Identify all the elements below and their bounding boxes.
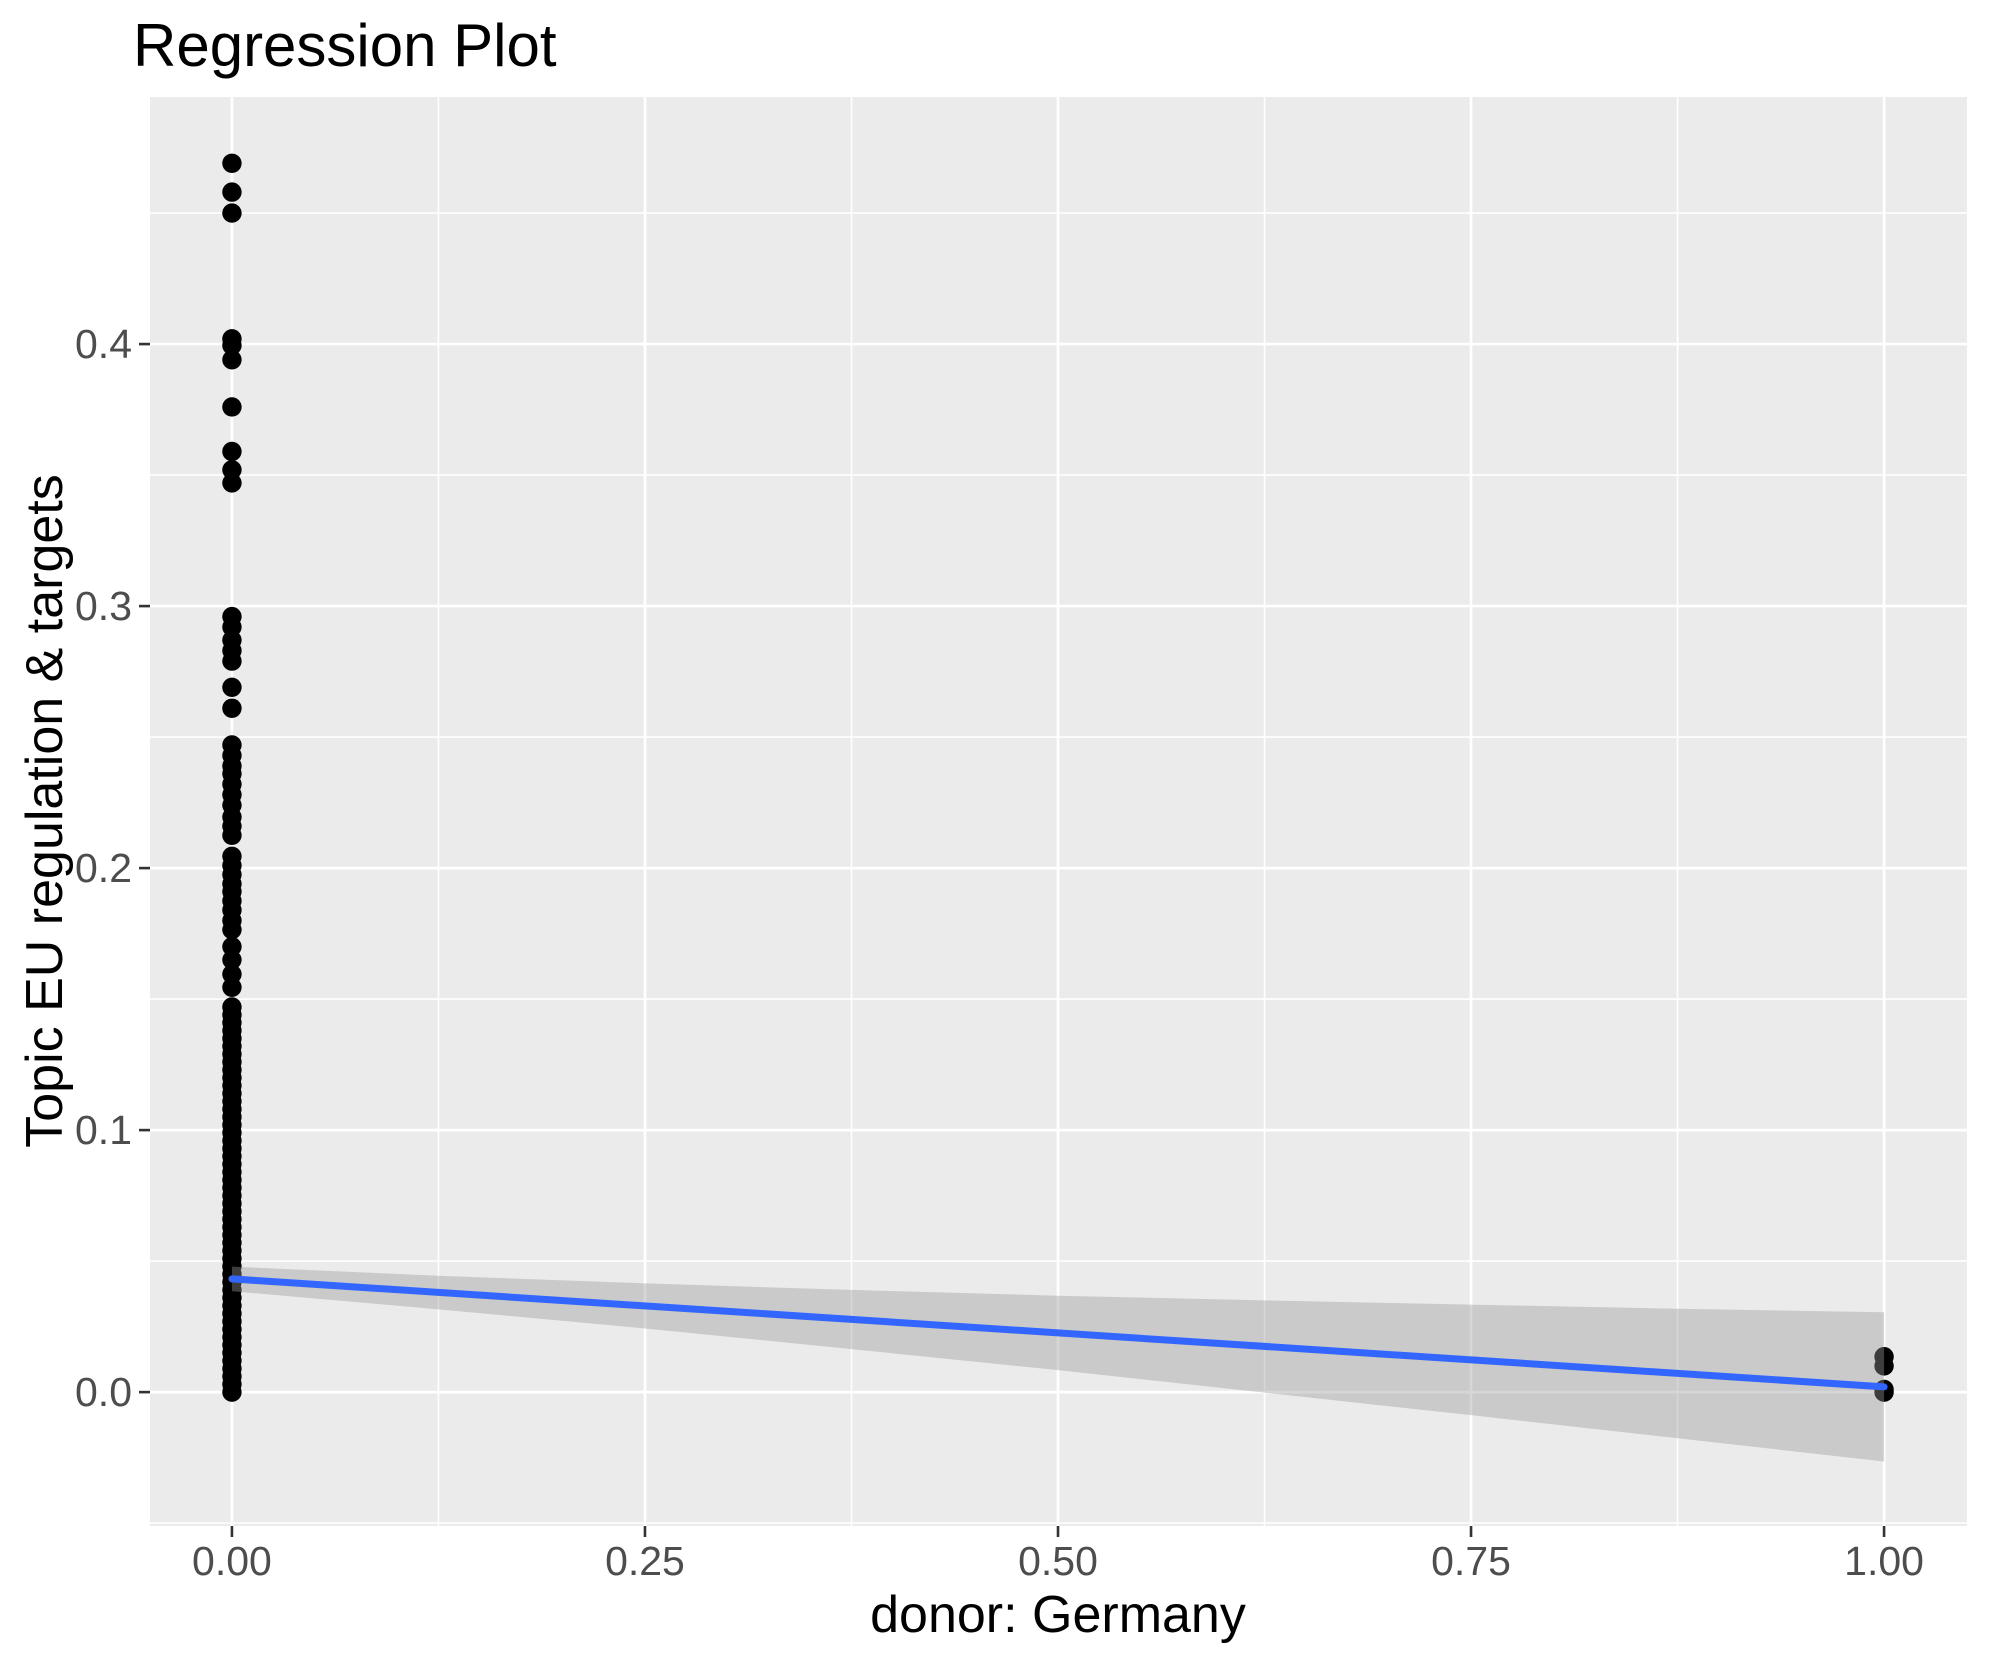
regression-line <box>228 1275 1888 1391</box>
data-point <box>222 677 242 698</box>
regression-line-path <box>228 1275 1888 1391</box>
data-point <box>222 698 242 718</box>
data-point <box>222 335 242 356</box>
x-tick-label: 0.50 <box>1018 1538 1098 1584</box>
y-axis-title: Topic EU regulation & targets <box>16 474 74 1147</box>
y-tick-label: 0.3 <box>75 583 132 629</box>
data-point <box>222 950 242 970</box>
x-axis-tick-labels: 0.00 0.25 0.50 0.75 1.00 <box>192 1538 1924 1584</box>
scatter-points <box>222 153 1894 1402</box>
data-point <box>222 825 242 846</box>
x-tick-label: 0.75 <box>1431 1538 1511 1584</box>
axis-tick-marks <box>139 342 1886 1537</box>
x-tick-label: 0.00 <box>192 1538 272 1584</box>
data-point <box>1874 1356 1894 1376</box>
confidence-band-area <box>231 1266 1885 1462</box>
y-tick-label: 0.2 <box>75 845 132 891</box>
plot-title: Regression Plot <box>133 12 557 79</box>
data-point <box>222 1382 242 1402</box>
data-point <box>222 182 242 202</box>
confidence-band <box>231 1266 1885 1462</box>
data-point <box>222 651 242 671</box>
y-tick-label: 0.1 <box>75 1107 132 1153</box>
data-point <box>222 350 242 370</box>
data-point <box>222 919 242 940</box>
data-point <box>222 441 242 462</box>
x-tick-label: 0.25 <box>605 1538 685 1584</box>
y-tick-label: 0.0 <box>75 1369 132 1415</box>
data-point <box>222 397 242 417</box>
data-point <box>222 203 242 223</box>
data-point <box>222 473 242 493</box>
y-tick-label: 0.4 <box>75 321 132 367</box>
data-point <box>222 153 242 173</box>
x-axis-title: donor: Germany <box>870 1586 1246 1644</box>
y-axis-tick-labels: 0.0 0.1 0.2 0.3 0.4 <box>75 321 132 1415</box>
x-tick-label: 1.00 <box>1844 1538 1924 1584</box>
data-point <box>222 977 242 998</box>
